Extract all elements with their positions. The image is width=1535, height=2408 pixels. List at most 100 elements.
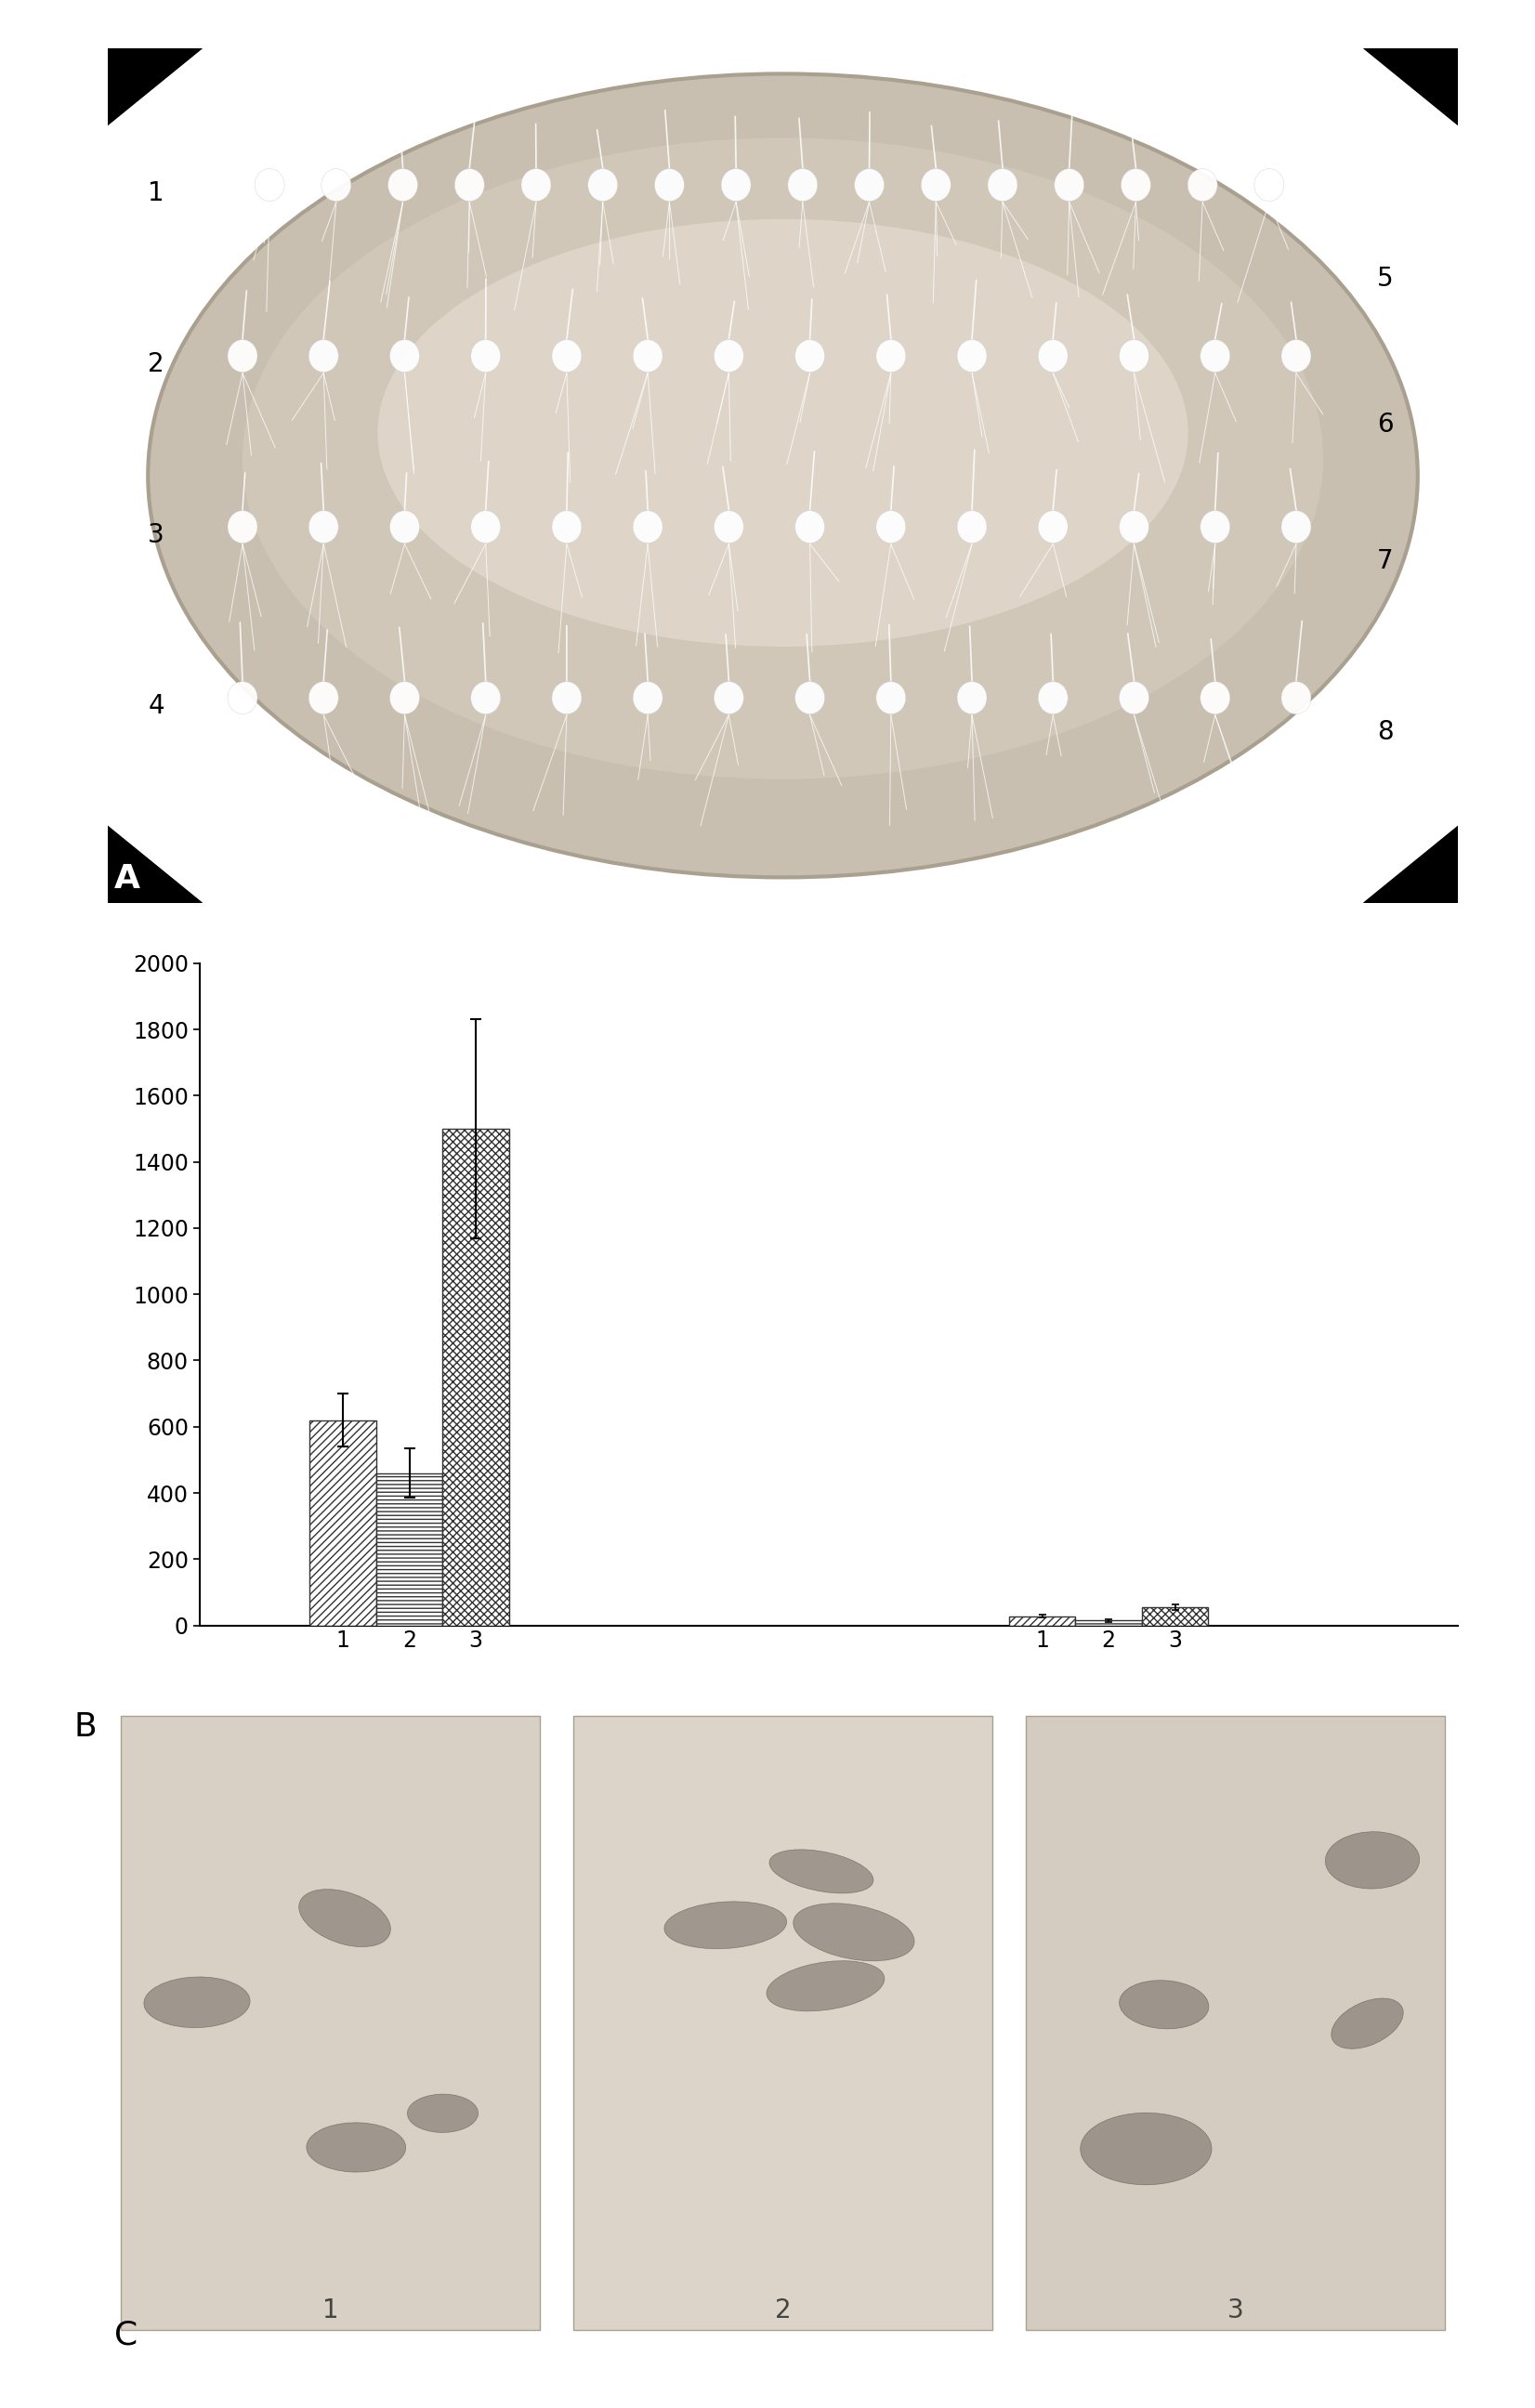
Ellipse shape <box>787 169 818 202</box>
Ellipse shape <box>1038 510 1068 544</box>
Ellipse shape <box>876 510 906 544</box>
Ellipse shape <box>632 510 663 544</box>
Ellipse shape <box>1282 510 1311 544</box>
Ellipse shape <box>227 510 258 544</box>
Ellipse shape <box>1119 340 1148 373</box>
Ellipse shape <box>471 340 500 373</box>
Ellipse shape <box>243 137 1323 780</box>
Ellipse shape <box>714 510 743 544</box>
Ellipse shape <box>721 169 751 202</box>
Text: C: C <box>114 2319 138 2350</box>
Ellipse shape <box>321 169 352 202</box>
Ellipse shape <box>958 510 987 544</box>
Ellipse shape <box>958 340 987 373</box>
Polygon shape <box>107 826 203 903</box>
Text: 5: 5 <box>1377 265 1394 291</box>
Ellipse shape <box>1331 1999 1403 2049</box>
Ellipse shape <box>1055 169 1084 202</box>
Text: 3: 3 <box>1226 2297 1243 2324</box>
Text: 6: 6 <box>1377 412 1394 438</box>
Bar <box>574 1714 992 2331</box>
Ellipse shape <box>769 1849 873 1893</box>
Bar <box>376 1474 442 1625</box>
Ellipse shape <box>388 169 418 202</box>
Ellipse shape <box>766 1960 884 2011</box>
Ellipse shape <box>1200 681 1230 715</box>
Bar <box>442 1129 510 1625</box>
Ellipse shape <box>714 340 743 373</box>
Ellipse shape <box>958 681 987 715</box>
Ellipse shape <box>407 2095 479 2133</box>
Ellipse shape <box>1119 510 1148 544</box>
Ellipse shape <box>390 681 419 715</box>
Text: 1: 1 <box>322 2297 339 2324</box>
Text: 3: 3 <box>147 523 164 549</box>
Ellipse shape <box>1188 169 1217 202</box>
Ellipse shape <box>1200 340 1230 373</box>
Ellipse shape <box>227 340 258 373</box>
Bar <box>1142 1606 1208 1625</box>
Ellipse shape <box>795 510 824 544</box>
Ellipse shape <box>987 169 1018 202</box>
Ellipse shape <box>1081 2112 1211 2184</box>
Ellipse shape <box>471 510 500 544</box>
Ellipse shape <box>553 510 582 544</box>
Ellipse shape <box>876 681 906 715</box>
Bar <box>1008 1616 1076 1625</box>
Ellipse shape <box>553 340 582 373</box>
Ellipse shape <box>1282 340 1311 373</box>
Ellipse shape <box>309 681 338 715</box>
Ellipse shape <box>1119 681 1148 715</box>
Text: 生长素自下向上运输: 生长素自下向上运输 <box>1045 1729 1171 1751</box>
Ellipse shape <box>855 169 884 202</box>
Ellipse shape <box>309 510 338 544</box>
Ellipse shape <box>390 510 419 544</box>
Text: 8: 8 <box>1377 720 1394 744</box>
Ellipse shape <box>144 1977 250 2028</box>
Ellipse shape <box>299 1890 390 1946</box>
Polygon shape <box>1363 826 1458 903</box>
Ellipse shape <box>632 340 663 373</box>
Ellipse shape <box>632 681 663 715</box>
Ellipse shape <box>1038 681 1068 715</box>
Text: 2: 2 <box>147 352 164 378</box>
Ellipse shape <box>795 340 824 373</box>
Ellipse shape <box>522 169 551 202</box>
Ellipse shape <box>795 681 824 715</box>
Ellipse shape <box>255 169 284 202</box>
Ellipse shape <box>227 681 258 715</box>
Text: 2: 2 <box>775 2297 791 2324</box>
Ellipse shape <box>794 1902 915 1960</box>
Ellipse shape <box>1121 169 1151 202</box>
Ellipse shape <box>1038 340 1068 373</box>
Bar <box>1025 1714 1444 2331</box>
Ellipse shape <box>390 340 419 373</box>
Ellipse shape <box>309 340 338 373</box>
Bar <box>310 1421 376 1625</box>
Text: 生长素自上向下运输: 生长素自上向下运输 <box>347 1729 473 1751</box>
Bar <box>1076 1621 1142 1625</box>
Ellipse shape <box>147 75 1418 877</box>
Text: A: A <box>114 862 140 893</box>
Ellipse shape <box>1119 1979 1208 2030</box>
Ellipse shape <box>654 169 685 202</box>
Text: 1: 1 <box>147 181 164 207</box>
Ellipse shape <box>714 681 743 715</box>
Ellipse shape <box>921 169 950 202</box>
Ellipse shape <box>1325 1832 1420 1888</box>
Ellipse shape <box>454 169 485 202</box>
Ellipse shape <box>876 340 906 373</box>
Ellipse shape <box>1200 510 1230 544</box>
Ellipse shape <box>553 681 582 715</box>
Text: B: B <box>74 1712 97 1743</box>
Ellipse shape <box>588 169 617 202</box>
Ellipse shape <box>307 2121 405 2172</box>
Ellipse shape <box>1254 169 1283 202</box>
Ellipse shape <box>1282 681 1311 715</box>
Bar <box>121 1714 540 2331</box>
Text: 4: 4 <box>147 694 164 720</box>
Polygon shape <box>1363 48 1458 125</box>
Text: 7: 7 <box>1377 549 1394 573</box>
Polygon shape <box>107 48 203 125</box>
Ellipse shape <box>665 1902 787 1948</box>
